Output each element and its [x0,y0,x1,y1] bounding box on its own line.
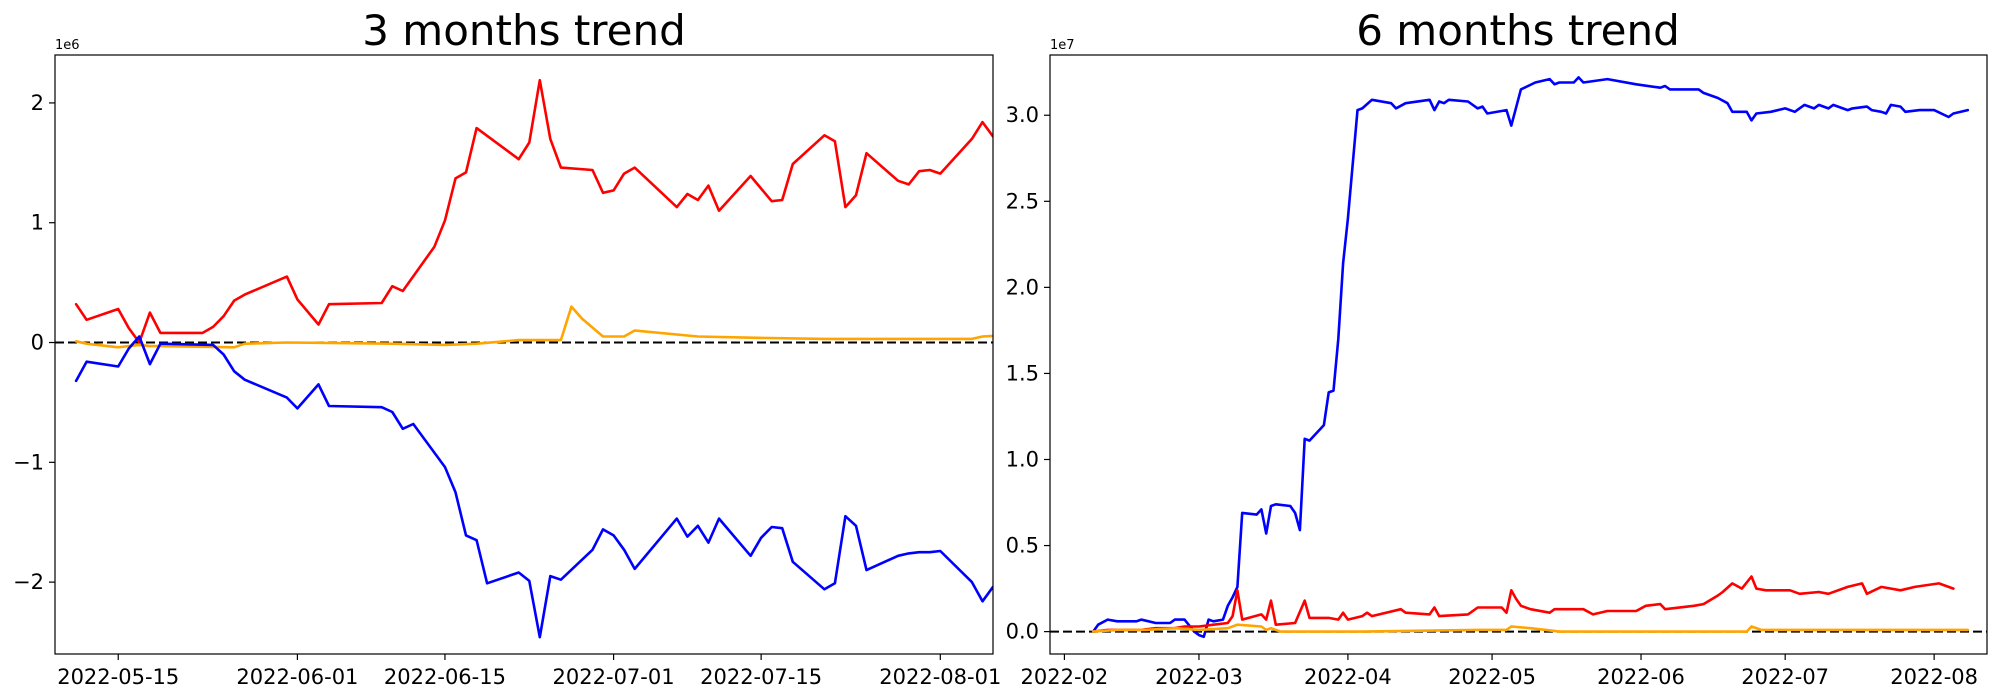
series-line-1 [74,78,993,344]
y-tick-label: 3.0 [1006,103,1039,127]
chart-title: 3 months trend [362,6,686,55]
y-tick-label: 2.0 [1006,275,1039,299]
x-tick-label: 2022-03 [1155,665,1243,689]
series-line-3 [1091,623,1970,633]
series-line-3 [74,335,993,639]
x-tick-label: 2022-07 [1741,665,1829,689]
x-tick-label: 2022-05 [1448,665,1536,689]
y-tick-label: 2.5 [1006,189,1039,213]
x-tick-label: 2022-08-01 [879,665,1001,689]
series-line-2 [74,305,993,349]
x-tick-label: 2022-04 [1304,665,1392,689]
y-tick-label: 1.0 [1006,447,1039,471]
y-tick-label: 1.5 [1006,361,1039,385]
x-tick-label: 2022-07-15 [700,665,822,689]
series-group [1050,76,1987,639]
y-tick-label: −2 [13,570,44,594]
y-tick-label: 1 [31,211,44,235]
plot-area: 0.0 0.5 1.0 1.5 2.0 2.5 3.0 2022-02 2022-03 2022-… [1006,54,1988,689]
y-tick-label: 0.5 [1006,534,1039,558]
plot-area: −2 −1 0 1 2 2022-05-15 2022-06-01 2022-06-15 202… [13,54,1001,689]
series-group [55,78,993,639]
x-tick-label: 2022-06-01 [236,665,358,689]
y-tick-label: 2 [31,91,44,115]
x-tick-label: 2022-06 [1597,665,1685,689]
series-line-1 [1091,76,1970,639]
chart-title: 6 months trend [1356,6,1680,55]
y-axis-scale-label: 1e6 [55,38,80,53]
x-tick-label: 2022-02 [1021,665,1109,689]
x-tick-label: 2022-08 [1890,665,1978,689]
plot-frame [54,54,994,655]
x-tick-label: 2022-06-15 [384,665,506,689]
chart-6-months: 6 months trend 1e7 0.0 0.5 1.0 1.5 2.0 2.5 3.0… [1006,6,1988,689]
y-axis-scale-label: 1e7 [1050,38,1075,53]
x-tick-label: 2022-07-01 [553,665,675,689]
y-tick-label: −1 [13,450,44,474]
y-tick-label: 0.0 [1006,620,1039,644]
y-tick-label: 0 [31,331,44,355]
series-line-2 [1091,575,1955,633]
x-tick-label: 2022-05-15 [57,665,179,689]
plot-frame [1049,54,1988,655]
chart-3-months: 3 months trend 1e6 −2 −1 0 1 2 2022-05-15 2022… [13,6,1001,689]
